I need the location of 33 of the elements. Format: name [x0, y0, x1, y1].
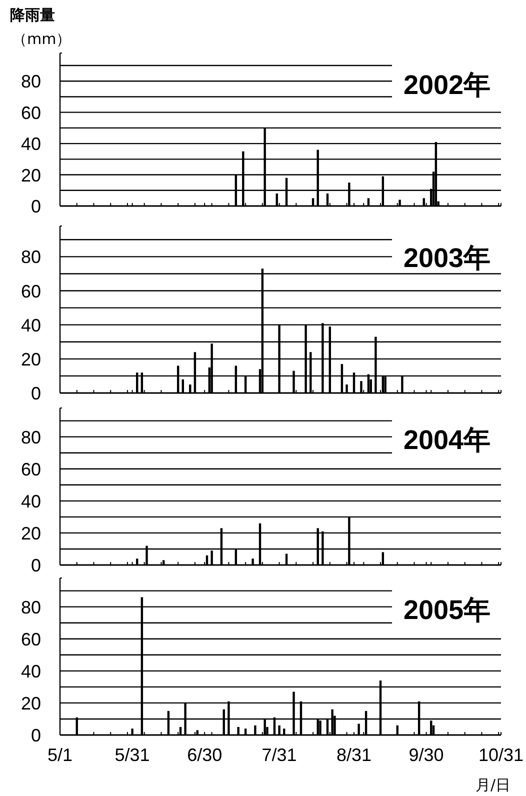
y-tick-label: 40: [20, 661, 41, 682]
x-tick-label: 7/31: [262, 745, 297, 765]
y-tick-label: 20: [20, 523, 41, 544]
y-tick-label: 0: [30, 556, 41, 576]
y-tick-label: 60: [20, 281, 41, 302]
x-tick-label: 10/31: [478, 745, 524, 765]
y-tick-label: 0: [30, 196, 41, 216]
x-tick-label: 9/30: [408, 745, 444, 765]
y-tick-label: 20: [20, 693, 41, 714]
y-tick-label: 80: [20, 72, 41, 92]
y-tick-label: 80: [20, 427, 41, 448]
y-tick-label: 0: [30, 726, 41, 746]
y-tick-label: 20: [20, 165, 41, 186]
y-tick-label: 60: [20, 629, 41, 650]
y-tick-label: 0: [30, 384, 41, 404]
x-axis-title: 月/日: [475, 776, 511, 794]
y-tick-label: 80: [20, 247, 41, 268]
y-tick-label: 40: [20, 315, 41, 336]
x-tick-label: 5/1: [47, 745, 73, 765]
y-tick-label: 40: [20, 134, 41, 154]
y-tick-label: 20: [20, 349, 41, 370]
x-tick-label: 6/30: [187, 745, 222, 765]
y-tick-label: 80: [20, 597, 41, 618]
text: 2003年: [403, 243, 491, 273]
y-tick-label: 60: [20, 102, 41, 123]
y-tick-label: 40: [20, 491, 41, 512]
y-tick-label: 60: [20, 459, 41, 480]
text: 2005年: [403, 595, 491, 625]
text: 2002年: [403, 70, 491, 100]
x-tick-label: 5/31: [114, 745, 150, 765]
text: 2004年: [403, 425, 491, 455]
x-tick-label: 8/31: [336, 745, 372, 765]
y-axis-title: 降雨量（mm）: [10, 6, 72, 48]
